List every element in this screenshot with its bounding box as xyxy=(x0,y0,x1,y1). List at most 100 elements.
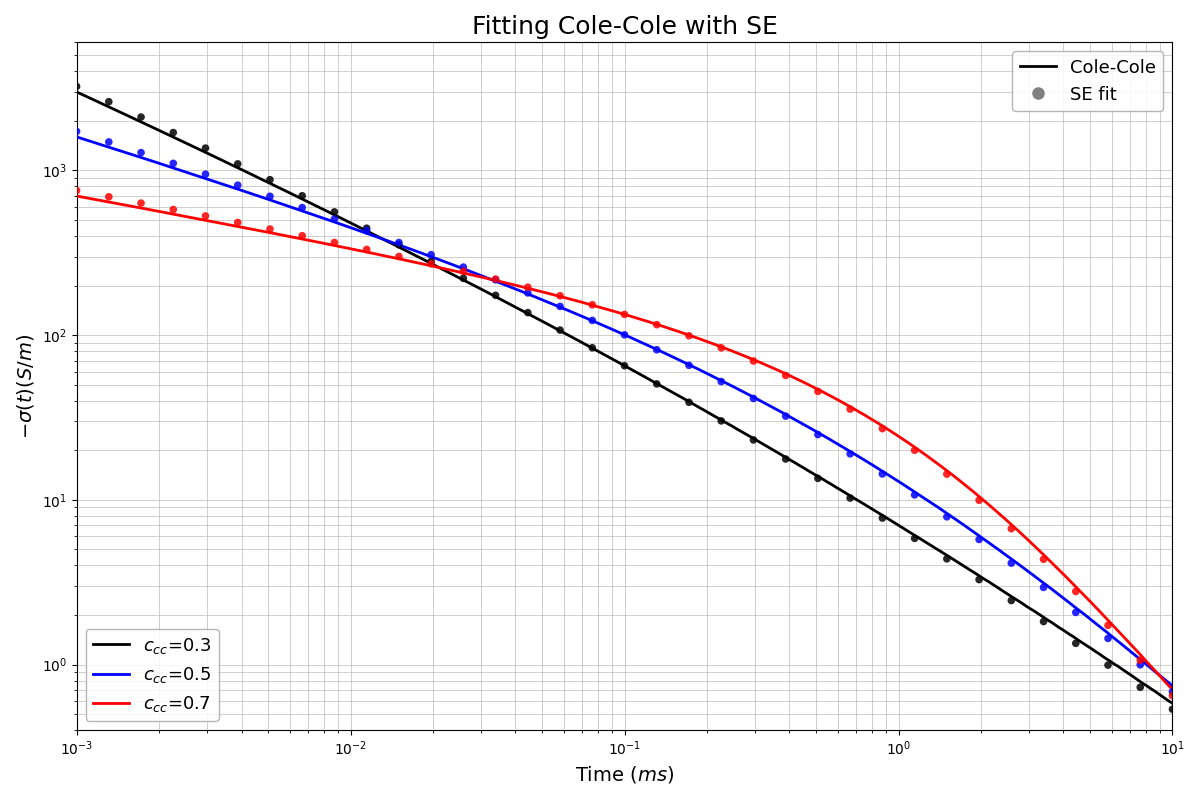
Point xyxy=(840,447,859,460)
Legend: $c_{cc}$=0.3, $c_{cc}$=0.5, $c_{cc}$=0.7: $c_{cc}$=0.3, $c_{cc}$=0.5, $c_{cc}$=0.7 xyxy=(85,629,220,721)
Point xyxy=(293,201,312,214)
Point xyxy=(100,95,119,108)
Point xyxy=(1130,681,1150,694)
Point xyxy=(1130,654,1150,666)
Point xyxy=(679,396,698,409)
Point xyxy=(1098,658,1117,671)
Point xyxy=(228,216,247,229)
Point xyxy=(1163,703,1182,716)
Point xyxy=(583,314,602,326)
Point xyxy=(872,422,892,435)
Point xyxy=(163,203,182,216)
Point xyxy=(712,375,731,388)
Point xyxy=(583,298,602,311)
Point xyxy=(454,272,473,285)
Point xyxy=(614,359,634,372)
Point xyxy=(970,533,989,546)
Point xyxy=(905,444,924,457)
Point xyxy=(712,342,731,354)
Point xyxy=(937,468,956,481)
Point xyxy=(1098,619,1117,632)
Point xyxy=(454,261,473,274)
Point xyxy=(1034,581,1054,594)
Point xyxy=(486,274,505,286)
Point xyxy=(389,236,408,249)
Point xyxy=(1163,686,1182,698)
Point xyxy=(486,289,505,302)
Point xyxy=(679,330,698,342)
Point xyxy=(809,428,828,441)
Point xyxy=(325,236,344,249)
Point xyxy=(67,125,86,138)
Point xyxy=(744,434,763,446)
Point xyxy=(518,306,538,319)
Point xyxy=(163,157,182,170)
Point xyxy=(776,453,796,466)
Point xyxy=(358,224,377,237)
Point xyxy=(1066,606,1085,619)
Point xyxy=(1002,594,1021,607)
Point xyxy=(840,402,859,415)
Point xyxy=(454,265,473,278)
Point xyxy=(260,190,280,202)
Point xyxy=(776,369,796,382)
Point xyxy=(358,222,377,234)
Point xyxy=(970,494,989,506)
Point xyxy=(744,392,763,405)
Point xyxy=(163,126,182,139)
Point xyxy=(389,250,408,263)
Point xyxy=(551,324,570,337)
Y-axis label: $-\sigma(t)(S/m)$: $-\sigma(t)(S/m)$ xyxy=(14,334,36,438)
Point xyxy=(679,359,698,372)
Point xyxy=(389,238,408,251)
Point xyxy=(421,258,440,270)
Point xyxy=(421,248,440,261)
Point xyxy=(518,286,538,299)
Point xyxy=(905,532,924,545)
Point xyxy=(1098,632,1117,645)
Point xyxy=(260,174,280,186)
Point xyxy=(518,281,538,294)
Point xyxy=(1034,553,1054,566)
Point xyxy=(325,213,344,226)
Point xyxy=(421,255,440,268)
Point xyxy=(67,80,86,93)
Point xyxy=(712,414,731,427)
Point xyxy=(228,178,247,191)
Point xyxy=(196,210,215,222)
Point xyxy=(937,510,956,523)
Point xyxy=(100,135,119,148)
X-axis label: Time ($ms$): Time ($ms$) xyxy=(575,764,674,785)
Point xyxy=(1002,522,1021,535)
Point xyxy=(970,573,989,586)
Point xyxy=(100,190,119,203)
Point xyxy=(872,467,892,480)
Point xyxy=(647,318,666,331)
Point xyxy=(809,472,828,485)
Point xyxy=(1066,637,1085,650)
Point xyxy=(905,489,924,502)
Point xyxy=(293,190,312,202)
Point xyxy=(1130,658,1150,671)
Title: Fitting Cole-Cole with SE: Fitting Cole-Cole with SE xyxy=(472,15,778,39)
Point xyxy=(358,243,377,256)
Point xyxy=(228,158,247,170)
Point xyxy=(486,273,505,286)
Point xyxy=(67,184,86,197)
Point xyxy=(614,329,634,342)
Point xyxy=(937,553,956,566)
Point xyxy=(551,300,570,313)
Point xyxy=(196,142,215,154)
Point xyxy=(1066,585,1085,598)
Point xyxy=(776,410,796,422)
Point xyxy=(260,222,280,235)
Point xyxy=(840,492,859,505)
Point xyxy=(809,385,828,398)
Point xyxy=(551,290,570,302)
Point xyxy=(744,354,763,367)
Point xyxy=(132,146,151,159)
Point xyxy=(132,110,151,123)
Point xyxy=(1163,690,1182,702)
Point xyxy=(132,197,151,210)
Point xyxy=(1034,615,1054,628)
